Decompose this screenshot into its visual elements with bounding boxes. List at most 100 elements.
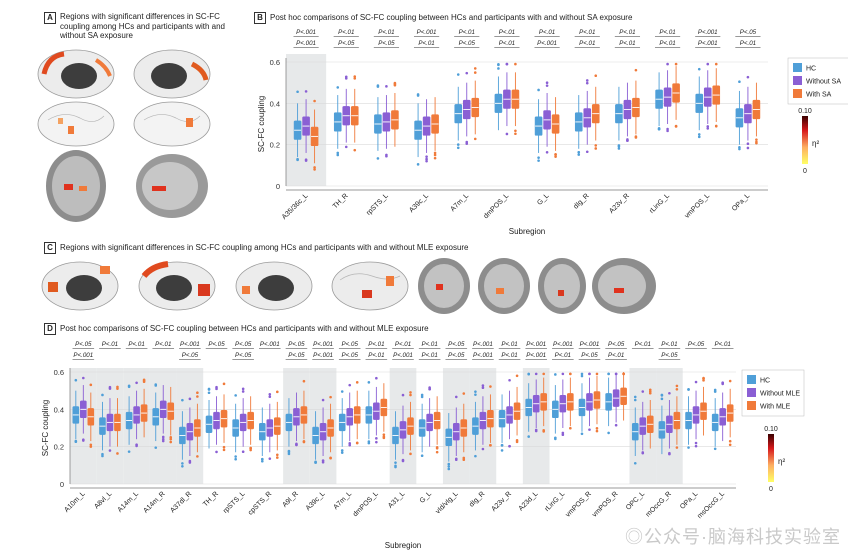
p-value-label: P<.01 [338,29,354,36]
outlier-point [222,382,226,386]
outlier-point [697,135,701,139]
outlier-point [329,456,332,460]
outlier-point [261,457,264,461]
outlier-point [454,395,458,399]
panel-b-tag: B [254,12,266,24]
colorbar-label: η² [778,457,785,466]
p-value-label: P<.001 [526,341,546,348]
x-tick-label: dmPOS_L [483,192,511,220]
p-value-label: P<.01 [395,341,411,348]
p-value-label: P<.05 [208,341,225,348]
outlier-point [474,390,477,393]
legend-label: HC [760,378,770,385]
outlier-point [474,454,477,458]
outlier-point [321,460,325,464]
outlier-point [313,168,316,171]
p-value-label: P<.01 [539,29,555,36]
y-tick-label: 0.2 [54,443,64,452]
outlier-point [454,458,458,462]
legend-label: HC [806,66,816,73]
y-tick-label: 0.6 [54,368,64,377]
outlier-point [241,387,245,391]
outlier-point [304,90,308,93]
outlier-point [515,374,519,378]
outlier-point [161,437,165,441]
p-value-label: P<.001 [473,352,493,359]
outlier-point [489,385,492,388]
p-value-label: P<.01 [459,29,475,36]
outlier-point [385,153,388,157]
legend-swatch [747,375,756,384]
p-value-label: P<.01 [499,40,515,47]
panel-c-title: Regions with significant differences in … [60,243,469,252]
y-tick-label: 0.2 [270,141,280,150]
outlier-point [101,452,104,456]
outlier-point [473,137,477,141]
outlier-point [89,443,93,447]
outlier-point [633,395,637,399]
outlier-point [755,138,758,141]
outlier-point [376,157,380,160]
outlier-point [545,151,549,154]
x-tick-label: A7m_L [332,490,353,511]
p-value-label: P<.01 [155,341,171,348]
outlier-point [135,443,138,446]
outlier-point [588,428,591,431]
p-value-label: P<.01 [102,341,118,348]
outlier-point [142,379,146,383]
outlier-point [687,388,690,391]
p-value-label: P<.001 [313,341,333,348]
p-value-label: P<.05 [75,341,92,348]
outlier-point [394,465,397,469]
outlier-point [515,439,519,442]
outlier-point [336,153,340,157]
outlier-point [222,448,226,452]
outlier-point [154,446,158,449]
p-value-label: P<.01 [715,341,731,348]
outlier-point [614,423,618,427]
outlier-point [497,63,500,67]
outlier-point [127,384,131,388]
outlier-point [295,442,298,446]
p-value-label: P<.05 [342,341,359,348]
outlier-point [505,62,509,66]
x-tick-label: A37dl_R [169,490,193,514]
p-value-label: P<.05 [182,352,199,359]
outlier-point [542,372,545,376]
outlier-point [276,453,279,457]
outlier-point [302,379,306,383]
x-tick-label: OPa_L [731,192,751,212]
outlier-point [666,129,669,133]
outlier-point [702,377,705,381]
p-value-label: P<.05 [688,341,705,348]
x-tick-label: A10m_L [63,490,86,513]
outlier-point [641,451,645,455]
panel-b-title: Post hoc comparisons of SC-FC coupling b… [270,13,633,22]
outlier-point [367,381,371,384]
outlier-point [706,125,710,128]
outlier-point [433,151,437,155]
outlier-point [675,446,679,449]
brain-lateral-right [133,49,211,99]
p-value-label: P<.05 [740,29,757,36]
outlier-point [215,387,218,391]
outlier-point [746,142,750,146]
x-tick-label: rLinG_L [648,192,671,215]
outlier-point [416,163,420,166]
colorbar-min-label: 0 [769,486,773,493]
x-tick-label: vId/vIg_L [435,490,460,515]
p-value-label: P<.05 [661,352,678,359]
outlier-point [465,142,469,145]
p-value-label: P<.05 [459,40,476,47]
outlier-point [169,437,173,441]
outlier-point [481,384,485,387]
outlier-point [394,461,397,464]
p-value-label: P<.01 [128,341,144,348]
outlier-point [161,439,165,443]
outlier-point [304,159,308,162]
panel-c-tag: C [44,242,56,254]
outlier-point [336,151,340,155]
brain-c-slice-3 [538,258,586,314]
x-tick-label: dIg_R [468,490,486,508]
outlier-point [607,372,610,376]
